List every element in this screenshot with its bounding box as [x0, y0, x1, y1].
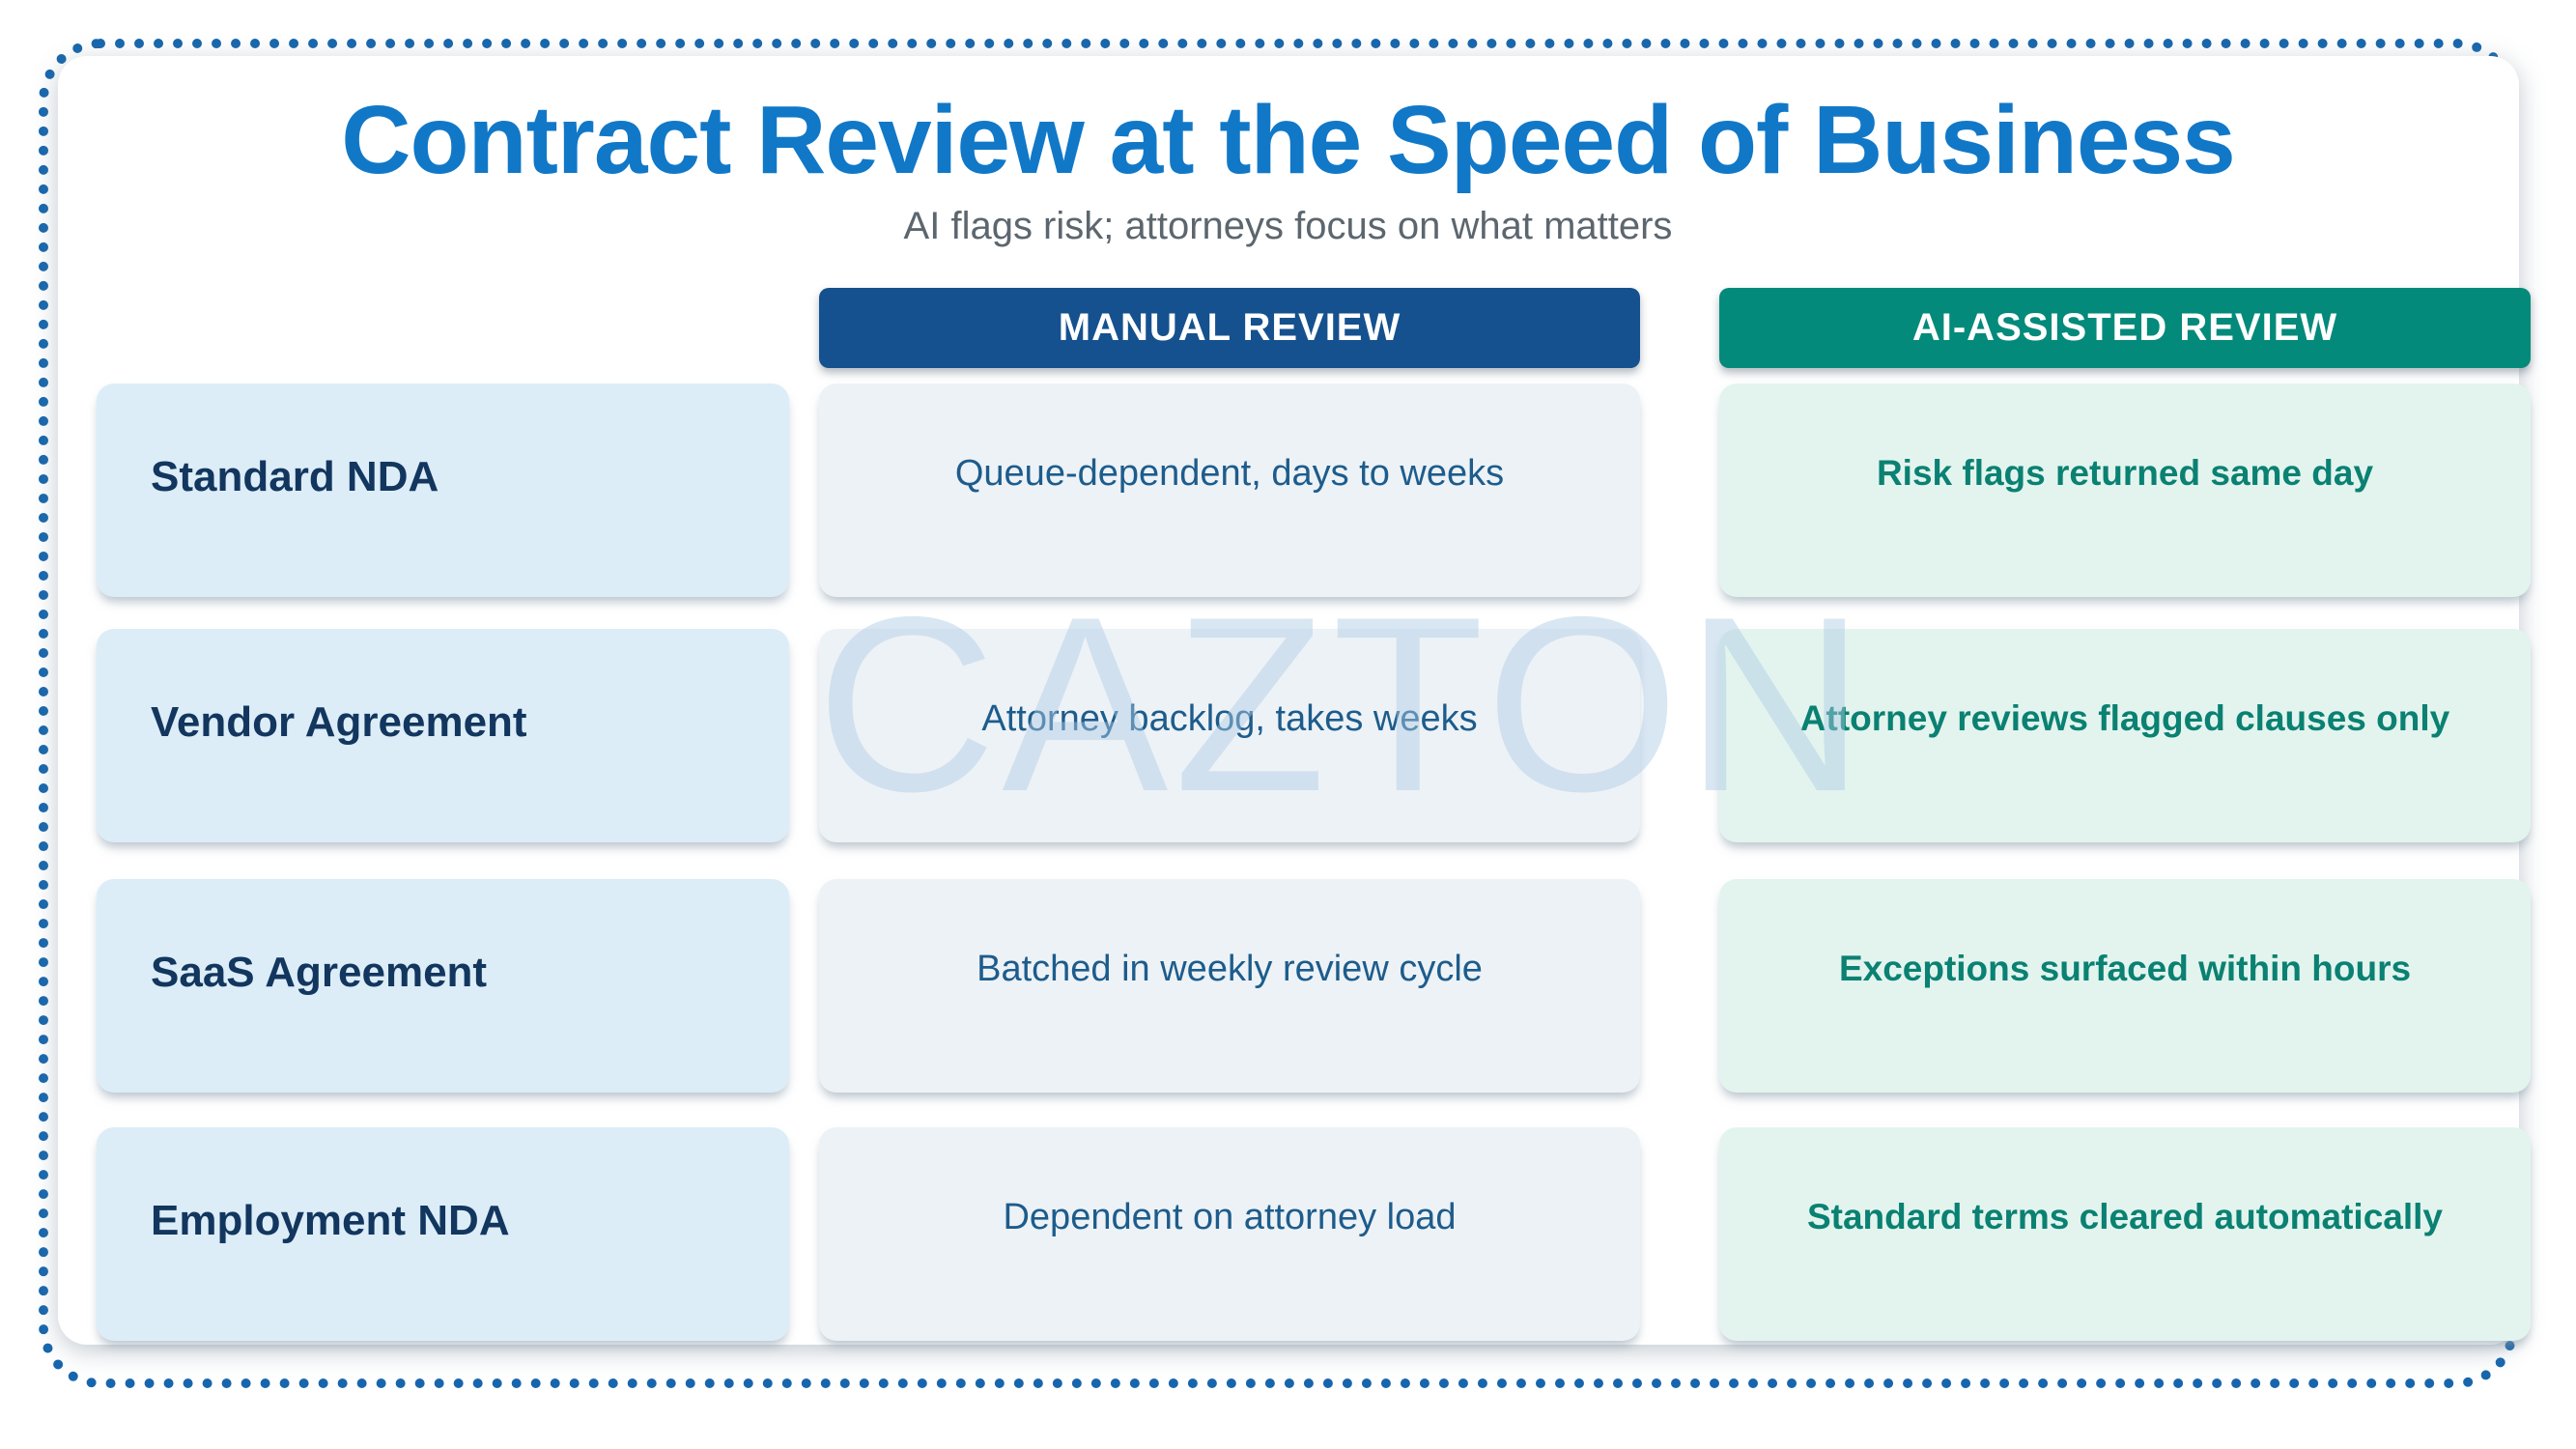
ai-cell-standard-nda: Risk flags returned same day: [1719, 384, 2531, 597]
manual-cell-text: Batched in weekly review cycle: [977, 949, 1483, 989]
manual-cell-text: Dependent on attorney load: [1003, 1197, 1457, 1237]
column-header-ai-assisted-review-label: AI-ASSISTED REVIEW: [1911, 306, 2338, 349]
page-title: Contract Review at the Speed of Business: [341, 86, 2236, 194]
row-label-text: Vendor Agreement: [151, 698, 527, 746]
manual-cell-vendor-agreement: Attorney backlog, takes weeks: [819, 629, 1640, 842]
row-label-standard-nda: Standard NDA: [97, 384, 789, 597]
manual-cell-text: Queue-dependent, days to weeks: [954, 453, 1505, 494]
row-label-text: Employment NDA: [151, 1197, 510, 1244]
column-header-manual-review-label: MANUAL REVIEW: [1058, 306, 1401, 349]
column-header-manual-review: MANUAL REVIEW: [819, 288, 1640, 368]
manual-cell-saas-agreement: Batched in weekly review cycle: [819, 879, 1640, 1093]
ai-cell-saas-agreement: Exceptions surfaced within hours: [1719, 879, 2531, 1093]
row-label-saas-agreement: SaaS Agreement: [97, 879, 789, 1093]
row-label-text: SaaS Agreement: [151, 949, 488, 996]
page-subtitle: AI flags risk; attorneys focus on what m…: [903, 205, 1673, 247]
ai-cell-vendor-agreement: Attorney reviews flagged clauses only: [1719, 629, 2531, 842]
ai-cell-text: Risk flags returned same day: [1876, 453, 2374, 493]
ai-cell-text: Attorney reviews flagged clauses only: [1799, 698, 2450, 738]
row-label-text: Standard NDA: [151, 453, 439, 500]
manual-cell-standard-nda: Queue-dependent, days to weeks: [819, 384, 1640, 597]
manual-cell-text: Attorney backlog, takes weeks: [981, 698, 1478, 739]
ai-cell-employment-nda: Standard terms cleared automatically: [1719, 1127, 2531, 1341]
manual-cell-employment-nda: Dependent on attorney load: [819, 1127, 1640, 1341]
column-header-ai-assisted-review: AI-ASSISTED REVIEW: [1719, 288, 2531, 368]
row-label-vendor-agreement: Vendor Agreement: [97, 629, 789, 842]
ai-cell-text: Exceptions surfaced within hours: [1838, 949, 2412, 988]
ai-cell-text: Standard terms cleared automatically: [1806, 1197, 2444, 1236]
row-label-employment-nda: Employment NDA: [97, 1127, 789, 1341]
